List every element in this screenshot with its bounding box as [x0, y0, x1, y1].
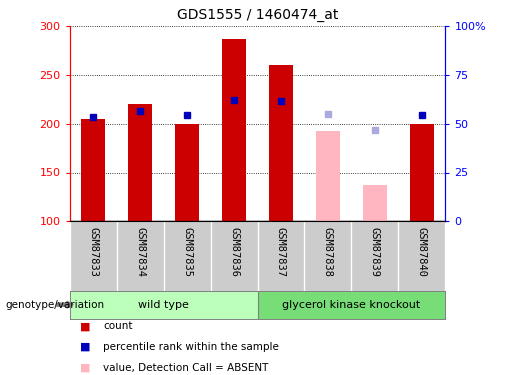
Text: ■: ■ [80, 363, 90, 372]
Text: GSM87837: GSM87837 [276, 227, 286, 277]
Text: GSM87838: GSM87838 [323, 227, 333, 277]
Bar [222, 39, 246, 221]
Bar [410, 124, 434, 221]
Text: ■: ■ [80, 342, 90, 352]
Title: GDS1555 / 1460474_at: GDS1555 / 1460474_at [177, 9, 338, 22]
Text: GSM87840: GSM87840 [417, 227, 427, 277]
Bar [363, 185, 387, 221]
Bar [258, 291, 445, 319]
Text: glycerol kinase knockout: glycerol kinase knockout [282, 300, 421, 310]
Text: GSM87839: GSM87839 [370, 227, 380, 277]
Text: ■: ■ [80, 321, 90, 331]
Text: percentile rank within the sample: percentile rank within the sample [103, 342, 279, 352]
Bar [175, 124, 199, 221]
Text: wild type: wild type [138, 300, 189, 310]
Text: value, Detection Call = ABSENT: value, Detection Call = ABSENT [103, 363, 268, 372]
Text: GSM87835: GSM87835 [182, 227, 192, 277]
Bar [128, 104, 152, 221]
Bar [316, 130, 340, 221]
Text: genotype/variation: genotype/variation [5, 300, 104, 310]
Bar [70, 291, 258, 319]
Text: GSM87833: GSM87833 [88, 227, 98, 277]
Bar [269, 65, 293, 221]
Text: GSM87836: GSM87836 [229, 227, 239, 277]
Text: GSM87834: GSM87834 [135, 227, 145, 277]
Text: count: count [103, 321, 132, 331]
Bar [81, 119, 105, 221]
